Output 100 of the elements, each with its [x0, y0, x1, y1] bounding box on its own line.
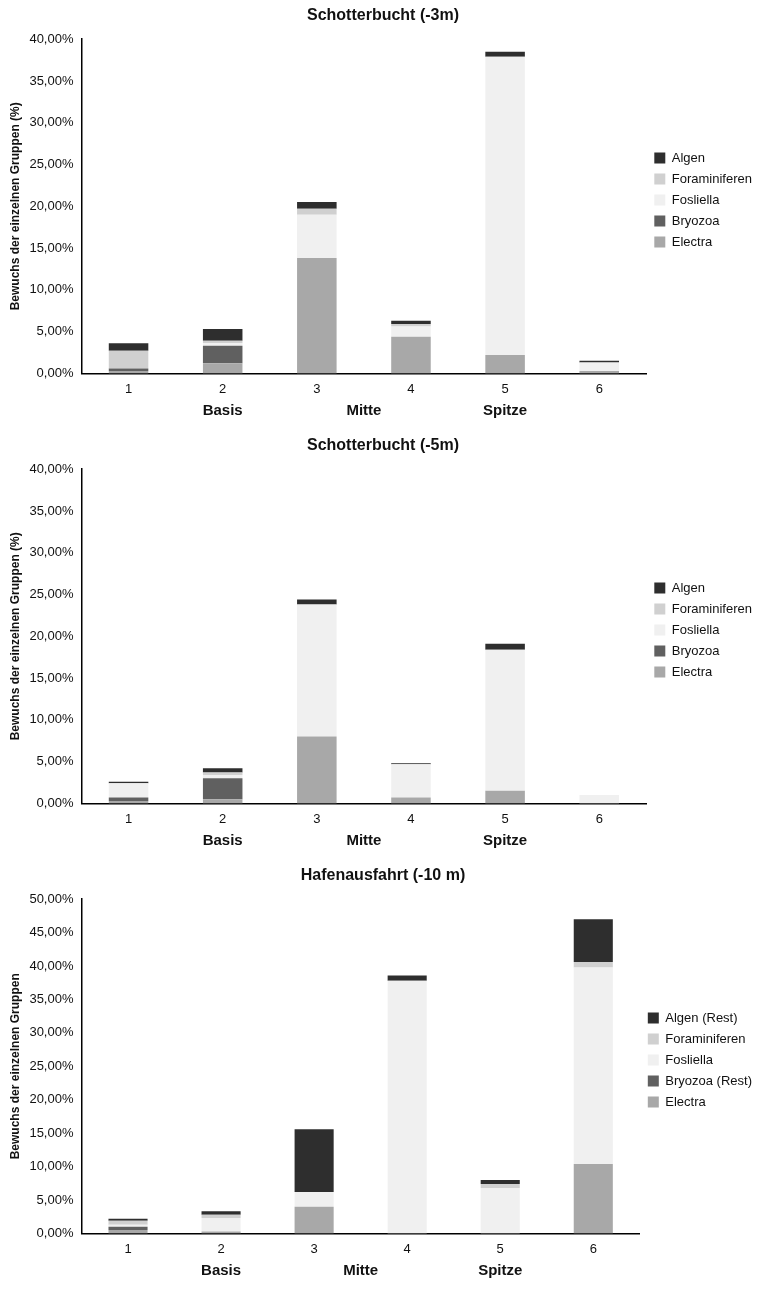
bar	[485, 643, 525, 650]
text: Basis	[202, 401, 243, 419]
bar	[202, 778, 243, 800]
bar	[485, 355, 525, 374]
x-tick-label: 1	[124, 380, 133, 396]
y-tick-label: 50,00%	[29, 890, 74, 906]
legend-label: Fosliella	[665, 1051, 714, 1067]
bar	[108, 1226, 148, 1231]
bar	[297, 258, 337, 374]
bar	[202, 363, 243, 374]
bar	[108, 1224, 148, 1227]
y-tick-label: 25,00%	[29, 586, 74, 602]
x-tick-label: 1	[124, 1240, 132, 1256]
bar	[294, 1206, 334, 1234]
bar	[294, 1129, 334, 1192]
bar	[201, 1211, 241, 1215]
chart-title: Schotterbucht (-5m)	[307, 436, 459, 454]
y-tick-label: 30,00%	[29, 544, 74, 560]
bar	[573, 967, 613, 1164]
y-tick-label: 10,00%	[29, 711, 74, 727]
text: Spitze	[478, 1261, 523, 1279]
bar	[391, 326, 431, 337]
legend-label: Algen (Rest)	[665, 1009, 738, 1025]
y-tick-label: 15,00%	[29, 1124, 74, 1140]
y-tick-label: 40,00%	[29, 30, 74, 46]
bar	[108, 1230, 148, 1234]
y-tick-label: 25,00%	[29, 1057, 74, 1073]
legend-label: Bryozoa	[671, 642, 721, 658]
y-axis-title: Bewuchs der einzelnen Gruppen (%)	[7, 102, 22, 311]
bar	[202, 772, 243, 775]
bar	[391, 764, 431, 798]
legend-label: Foraminiferen	[665, 1030, 746, 1046]
bar	[485, 790, 525, 804]
text: Basis	[202, 831, 243, 849]
y-tick-label: 0,00%	[36, 364, 74, 380]
bar	[391, 320, 431, 325]
bar	[202, 345, 243, 364]
x-tick-label: 2	[219, 810, 227, 826]
y-tick-label: 5,00%	[36, 323, 74, 339]
y-tick-label: 20,00%	[29, 627, 74, 643]
y-tick-label: 0,00%	[36, 794, 74, 810]
bar	[201, 1218, 241, 1232]
bar	[108, 350, 149, 369]
y-tick-label: 20,00%	[29, 197, 74, 213]
x-tick-label: 5	[496, 1240, 504, 1256]
bar	[297, 736, 337, 804]
bar	[108, 1220, 148, 1225]
text: Basis	[201, 1261, 242, 1279]
x-tick-label: 1	[124, 810, 133, 826]
bar	[391, 336, 431, 374]
bar	[297, 599, 337, 605]
y-tick-label: 35,00%	[29, 991, 74, 1007]
x-tick-label: 2	[219, 380, 227, 396]
bar	[108, 783, 149, 798]
y-tick-label: 10,00%	[29, 281, 74, 297]
bar	[573, 1163, 613, 1234]
bar	[387, 975, 427, 981]
bar	[579, 362, 619, 371]
text: Mitte	[346, 831, 382, 849]
y-tick-label: 15,00%	[29, 669, 74, 685]
legend-label: Algen	[671, 579, 706, 595]
y-tick-label: 35,00%	[29, 502, 74, 518]
x-tick-label: 2	[217, 1240, 225, 1256]
bar	[480, 1187, 520, 1234]
x-tick-label: 5	[501, 810, 509, 826]
bar	[579, 795, 619, 804]
bar	[108, 343, 149, 351]
bar	[294, 1191, 334, 1207]
y-axis-title: Bewuchs der einzelnen Gruppen (%)	[7, 532, 22, 741]
legend-label: Foraminiferen	[671, 170, 753, 186]
chart-title: Hafenausfahrt (-10 m)	[300, 866, 466, 884]
text: Spitze	[483, 831, 528, 849]
bar	[573, 962, 613, 968]
text: Spitze	[483, 401, 528, 419]
bar	[202, 329, 243, 341]
bar	[297, 214, 337, 259]
x-tick-label: 4	[407, 810, 415, 826]
legend-label: Electra	[665, 1093, 707, 1109]
y-tick-label: 5,00%	[36, 1191, 74, 1207]
y-tick-label: 0,00%	[36, 1224, 74, 1240]
y-tick-label: 45,00%	[29, 924, 74, 940]
x-tick-label: 3	[313, 380, 321, 396]
x-tick-label: 6	[589, 1240, 597, 1256]
y-tick-label: 35,00%	[29, 72, 74, 88]
x-tick-label: 4	[403, 1240, 411, 1256]
legend-label: Fosliella	[671, 191, 721, 207]
bar	[297, 604, 337, 737]
y-tick-label: 25,00%	[29, 156, 74, 172]
bar	[391, 324, 431, 327]
text: Mitte	[346, 401, 382, 419]
y-tick-label: 30,00%	[29, 114, 74, 130]
bar	[485, 51, 525, 57]
x-tick-label: 3	[313, 810, 321, 826]
y-tick-label: 5,00%	[36, 753, 74, 769]
bar	[480, 1183, 520, 1188]
legend-label: Electra	[671, 663, 714, 679]
y-tick-label: 10,00%	[29, 1158, 74, 1174]
bar	[108, 1218, 148, 1221]
bar	[201, 1231, 241, 1234]
y-tick-label: 40,00%	[29, 957, 74, 973]
